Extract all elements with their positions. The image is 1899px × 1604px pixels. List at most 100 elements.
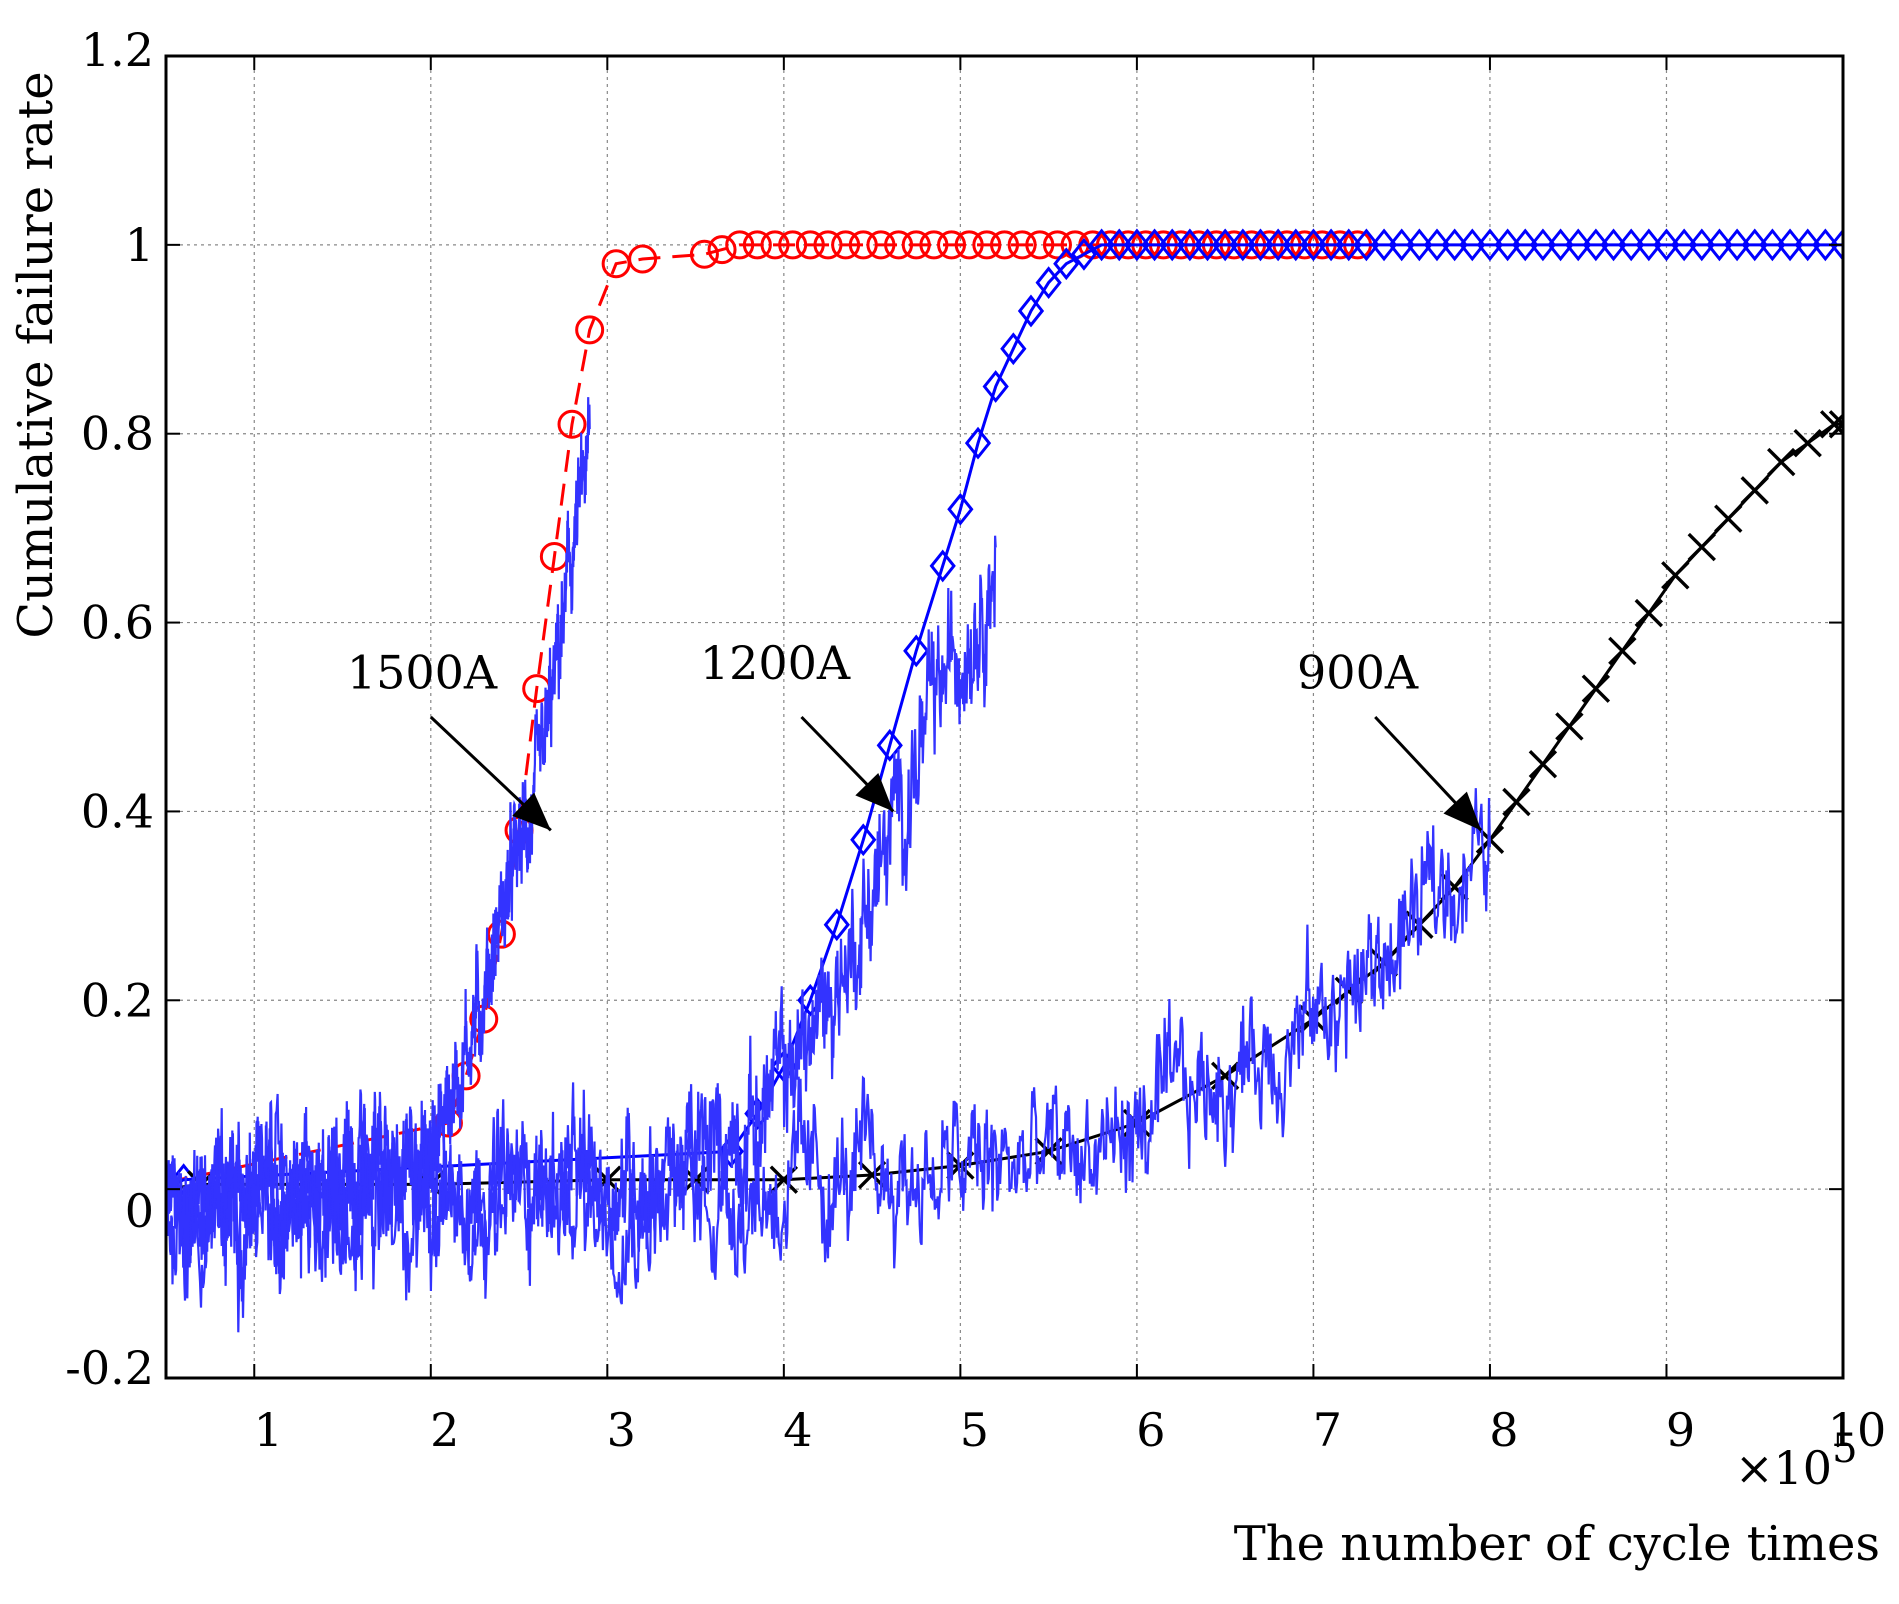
data-point	[1687, 532, 1716, 562]
data-point	[742, 230, 772, 260]
x-tick-label: 3	[607, 1403, 636, 1457]
data-point	[628, 244, 658, 274]
x-tick-label: 8	[1489, 1403, 1518, 1457]
data-point	[982, 370, 1009, 403]
data-point	[1476, 228, 1504, 262]
data-point	[1212, 228, 1239, 262]
y-tick-label: 0.4	[81, 784, 154, 838]
data-point	[1353, 228, 1380, 262]
data-point	[1007, 230, 1037, 260]
data-point	[689, 239, 719, 269]
data-point	[1688, 228, 1715, 262]
data-point	[947, 492, 974, 526]
data-point	[823, 908, 850, 942]
data-point	[1141, 228, 1168, 262]
data-point	[1017, 294, 1045, 328]
data-point	[1176, 228, 1203, 262]
data-point	[778, 230, 808, 260]
data-point	[903, 634, 930, 668]
annotation-arrow-head	[855, 773, 894, 812]
data-point	[1070, 237, 1098, 271]
data-point	[1512, 228, 1539, 262]
data-point	[1829, 228, 1843, 262]
data-point	[1042, 230, 1072, 260]
data-point	[1600, 228, 1627, 262]
data-point	[901, 230, 931, 260]
data-point	[1441, 228, 1468, 262]
data-point	[1229, 228, 1256, 262]
data-point	[1000, 332, 1027, 366]
data-point	[1494, 228, 1521, 262]
data-point	[1671, 228, 1698, 262]
y-tick-label: 1	[125, 218, 154, 272]
data-point	[990, 230, 1019, 260]
data-point	[1406, 228, 1433, 262]
data-point	[1723, 228, 1751, 262]
data-point	[1335, 228, 1362, 262]
y-tick-label: 0.6	[81, 596, 154, 650]
data-point	[1035, 266, 1062, 300]
x-axis-multiplier-exponent: 5	[1832, 1426, 1857, 1472]
data-point	[1555, 712, 1584, 741]
x-tick-label: 9	[1666, 1403, 1695, 1457]
x-tick-label: 7	[1313, 1403, 1342, 1457]
y-tick-label: 0	[125, 1184, 154, 1238]
data-point	[1793, 428, 1822, 458]
data-point	[1194, 228, 1221, 262]
series-line	[166, 788, 1491, 1308]
data-point	[1053, 247, 1080, 281]
data-point	[725, 230, 755, 260]
data-point	[954, 230, 984, 260]
data-point	[557, 409, 587, 439]
series-line	[166, 243, 1358, 1184]
x-axis-multiplier: ×105	[1735, 1426, 1858, 1495]
data-point	[1088, 228, 1115, 262]
plot-frame	[164, 54, 1845, 1380]
data-point	[937, 230, 967, 260]
data-point	[1282, 228, 1309, 262]
data-point	[1547, 228, 1574, 262]
data-point	[1582, 228, 1609, 262]
annotation-label: 1200A	[700, 636, 851, 690]
annotation-1200a: 1200A	[700, 636, 895, 813]
y-tick-label: -0.2	[65, 1341, 154, 1395]
data-point	[1581, 674, 1611, 703]
data-point	[1661, 561, 1690, 590]
series-900a-measured	[166, 788, 1491, 1308]
data-point	[1159, 228, 1186, 262]
data-point	[1459, 228, 1486, 262]
data-point	[919, 230, 949, 260]
data-point	[1300, 228, 1327, 262]
y-tick-label: 0.8	[81, 407, 154, 461]
annotation-label: 900A	[1297, 646, 1419, 700]
data-point	[1618, 228, 1645, 262]
series-1200a-fitted	[166, 228, 1843, 1197]
x-tick-label: 4	[783, 1403, 812, 1457]
data-point	[1370, 228, 1398, 262]
data-point	[1714, 504, 1743, 533]
data-point	[1529, 228, 1557, 262]
x-axis-label: The number of cycle times	[1234, 1516, 1880, 1572]
data-point	[1812, 228, 1839, 262]
x-tick-label: 6	[1136, 1403, 1165, 1457]
data-point	[1653, 228, 1680, 262]
data-point	[1635, 228, 1662, 262]
data-point	[1317, 228, 1345, 262]
x-tick-label: 1	[254, 1403, 283, 1457]
data-point	[707, 235, 737, 265]
data-point	[964, 426, 992, 460]
data-point	[929, 549, 956, 583]
data-point	[1502, 787, 1531, 817]
series-900a-fitted	[166, 410, 1843, 1199]
data-point	[1565, 228, 1592, 262]
ticks: 1 2 3 4 5 6 7 8 9 10 -0.2 0 0.2 0.4 0.6 0.8 1 1.2	[65, 23, 1886, 1457]
data-point	[876, 728, 903, 762]
annotation-label: 1500A	[347, 646, 498, 700]
data-point	[1025, 230, 1055, 260]
data-point	[1706, 228, 1733, 262]
data-point	[1528, 750, 1558, 779]
data-point	[1741, 228, 1768, 262]
data-point	[813, 230, 843, 260]
x-axis-multiplier-base: ×10	[1735, 1441, 1832, 1495]
